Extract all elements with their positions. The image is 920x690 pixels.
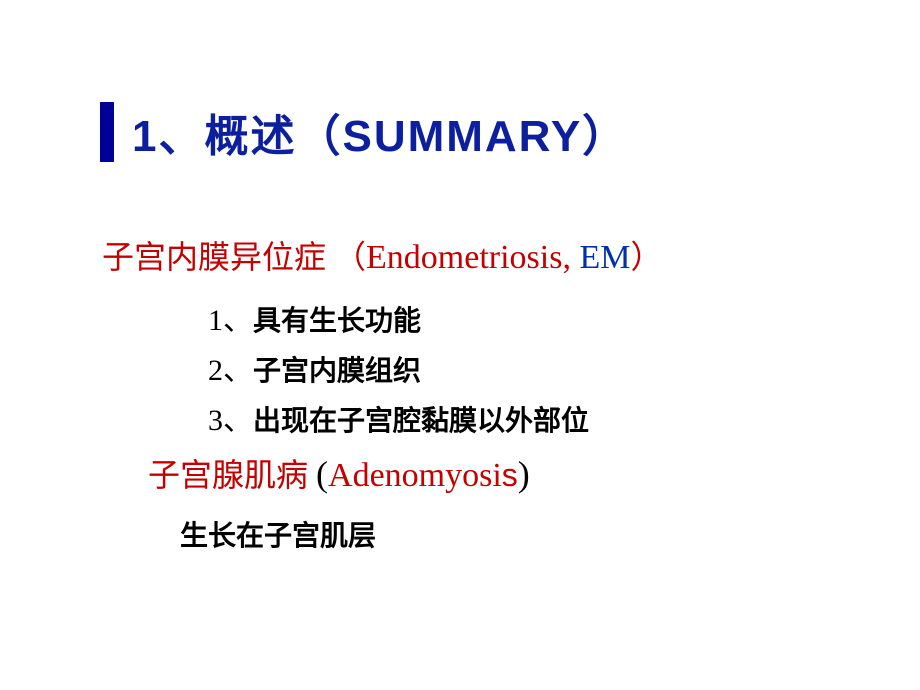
heading1-en1: Endometriosis bbox=[366, 239, 562, 276]
list-item-3: 3、出现在子宫腔黏膜以外部位 bbox=[208, 395, 589, 439]
list-item-2: 2、子宫内膜组织 bbox=[208, 345, 421, 389]
heading-adenomyosis: 子宫腺肌病 (Adenomyosis) bbox=[148, 450, 530, 496]
spacer bbox=[308, 457, 316, 493]
paren-open: （ bbox=[334, 239, 366, 275]
item-text: 子宫内膜组织 bbox=[253, 355, 421, 386]
accent-bar bbox=[100, 102, 114, 162]
heading-endometriosis: 子宫内膜异位症 （Endometriosis, EM） bbox=[102, 232, 662, 278]
slide-title: 1、概述（SUMMARY） bbox=[132, 100, 628, 164]
paren-open: ( bbox=[316, 454, 328, 494]
heading1-cn: 子宫内膜异位症 bbox=[102, 239, 326, 275]
heading2-en: Adenomyosi bbox=[328, 457, 502, 494]
heading1-en2: EM bbox=[579, 239, 630, 276]
item-text: 具有生长功能 bbox=[253, 305, 421, 336]
comma: , bbox=[562, 239, 579, 276]
item-num: 2、 bbox=[208, 354, 253, 387]
subline: 生长在子宫肌层 bbox=[180, 514, 376, 554]
item-text: 出现在子宫腔黏膜以外部位 bbox=[253, 405, 589, 436]
paren-close: ） bbox=[630, 239, 662, 275]
heading2-cn: 子宫腺肌病 bbox=[148, 457, 308, 493]
item-num: 3、 bbox=[208, 404, 253, 437]
list-item-1: 1、具有生长功能 bbox=[208, 295, 421, 339]
heading2-en-suffix: s bbox=[502, 457, 518, 493]
item-num: 1、 bbox=[208, 304, 253, 337]
paren-close: ) bbox=[518, 454, 530, 494]
